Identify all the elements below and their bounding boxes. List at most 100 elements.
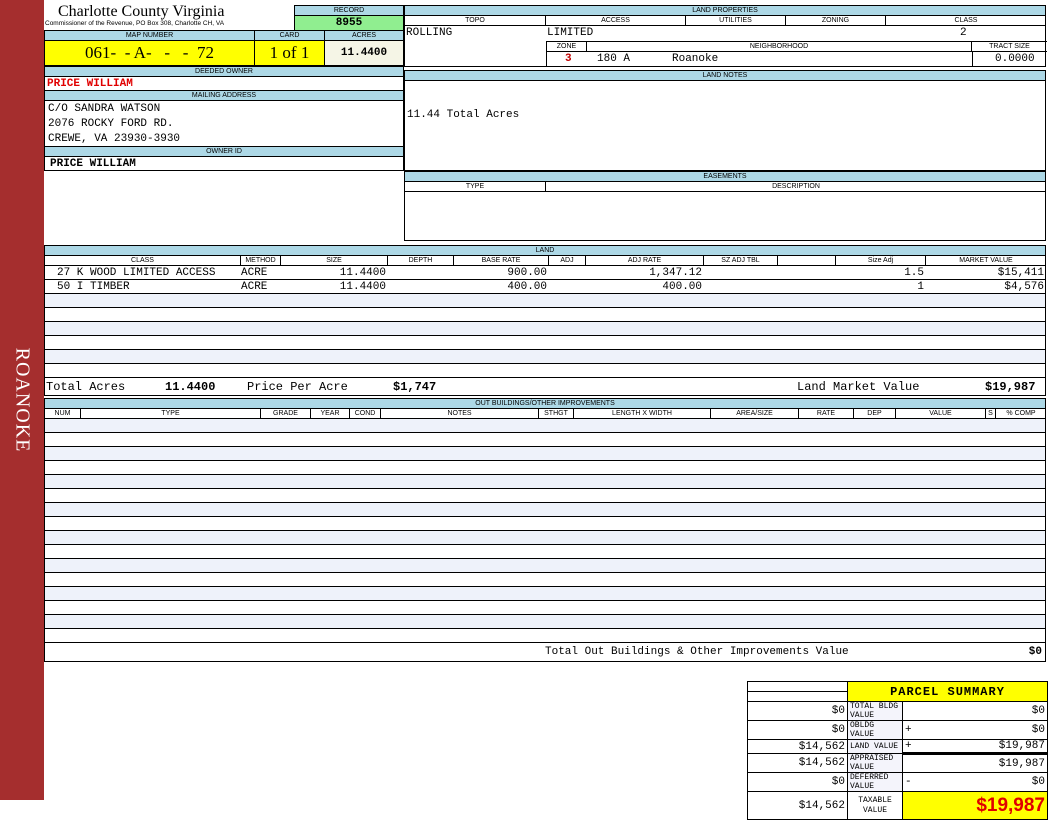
summary-label: TOTAL BLDG VALUE [847, 701, 903, 721]
land-cell: $15,411 [997, 267, 1044, 279]
outbuilding-column-header: GRADE [261, 409, 311, 419]
access-value: LIMITED [547, 27, 594, 39]
land-row: 50 I TIMBER ACRE 11.4400 400.00 400.00 1 $4,57… [45, 280, 1045, 294]
land-cell: 11.4400 [339, 281, 386, 293]
land-cell: 1.5 [904, 267, 924, 279]
taxable-value: $19,987 [902, 791, 1048, 820]
land-notes: 11.44 Total Acres [404, 80, 1046, 171]
summary-row: $14,562 APPRAISED VALUE $19,987 [747, 752, 1048, 773]
outbuilding-column-header: NUM [45, 409, 81, 419]
summary-value: + $19,987 [902, 739, 1048, 754]
easements-table: TYPE DESCRIPTION [404, 181, 1046, 241]
page-subtitle: Commissioner of the Revenue, PO Box 308,… [45, 20, 225, 27]
outbuilding-column-header: AREA/SIZE [711, 409, 799, 419]
outbuilding-column-header: TYPE [81, 409, 261, 419]
outbuilding-column-header: STHGT [539, 409, 574, 419]
outbuildings-total-value: $0 [1028, 646, 1042, 658]
land-row: 27 K WOOD LIMITED ACCESS ACRE 11.4400 900.0… [45, 266, 1045, 280]
easement-type-header: TYPE [405, 182, 546, 192]
land-column-header: CLASS [45, 256, 241, 266]
summary-amount: $0 [1031, 705, 1045, 717]
outbuilding-column-header: NOTES [381, 409, 539, 419]
land-cell: 400.00 [507, 281, 547, 293]
land-cell: $4,576 [1004, 281, 1044, 293]
land-row [45, 336, 1045, 350]
summary-left-value: $14,562 [747, 753, 848, 773]
outbuilding-row [45, 615, 1045, 629]
land-notes-text: 11.44 Total Acres [407, 109, 520, 121]
page-title: Charlotte County Virginia [58, 3, 225, 20]
summary-amount: $19,987 [998, 757, 1045, 770]
summary-value: $0 [902, 701, 1048, 721]
zone-value: 3 [565, 53, 572, 65]
zone-label: ZONE [547, 42, 587, 52]
mailing-address: C/O SANDRA WATSON 2076 ROCKY FORD RD. CR… [44, 100, 404, 147]
access-label: ACCESS [546, 16, 686, 26]
outbuilding-row [45, 629, 1045, 643]
summary-row: $0 TOTAL BLDG VALUE $0 [747, 701, 1048, 721]
neighborhood-code: 180 A [597, 53, 631, 65]
neighborhood-name: Roanoke [672, 53, 719, 65]
outbuildings-table: NUM TYPE GRADE YEAR COND NOTES STHGT LENGTH X W… [44, 408, 1046, 662]
class-value: 2 [960, 27, 967, 39]
summary-operator: - [905, 776, 912, 788]
land-total-total-acres: 11.4400 [165, 380, 216, 394]
land-row [45, 294, 1045, 308]
land-row [45, 364, 1045, 378]
summary-value: $19,987 [902, 752, 1048, 773]
summary-left-value: $14,562 [747, 739, 848, 754]
zoning-label: ZONING [786, 16, 886, 26]
utilities-label: UTILITIES [686, 16, 786, 26]
summary-operator: + [905, 740, 912, 752]
land-cell: 1 [917, 281, 924, 293]
land-total-ppa: $1,747 [393, 380, 437, 394]
outbuilding-row [45, 447, 1045, 461]
deeded-owner-value: PRICE WILLIAM [44, 76, 404, 91]
parcel-summary-title: PARCEL SUMMARY [847, 681, 1048, 702]
summary-row: $14,562 LAND VALUE + $19,987 [747, 739, 1048, 754]
land-totals: Total Acres 11.4400 Price Per Acre $1,747 La… [45, 378, 1045, 396]
summary-row: $0 OBLDG VALUE + $0 [747, 720, 1048, 740]
land-column-header: ADJ [549, 256, 586, 266]
land-cell: 27 K WOOD LIMITED ACCESS [57, 267, 216, 279]
outbuilding-row [45, 503, 1045, 517]
topo-value: ROLLING [406, 27, 453, 39]
easement-description-header: DESCRIPTION [546, 182, 1046, 192]
owner-id-value: PRICE WILLIAM [44, 156, 404, 171]
summary-label: DEFERRED VALUE [847, 772, 903, 792]
land-cell: 900.00 [507, 267, 547, 279]
land-column-header: SZ ADJ TBL [704, 256, 778, 266]
summary-amount: $0 [1031, 776, 1045, 788]
land-total-lmv-label: Land Market Value [797, 380, 920, 394]
tract-size-value: 0.0000 [995, 53, 1035, 65]
summary-label: LAND VALUE [847, 739, 903, 754]
outbuilding-row [45, 419, 1045, 433]
acres-value: 11.4400 [324, 40, 404, 66]
card-value: 1 of 1 [254, 40, 325, 66]
outbuilding-column-header: % COMP [996, 409, 1046, 419]
land-row [45, 308, 1045, 322]
outbuilding-column-header: LENGTH X WIDTH [574, 409, 711, 419]
taxable-left-value: $14,562 [747, 791, 848, 820]
land-column-header: DEPTH [388, 256, 454, 266]
summary-label: APPRAISED VALUE [847, 753, 903, 773]
record-value: 8955 [294, 15, 404, 31]
land-row [45, 322, 1045, 336]
land-column-header: ADJ RATE [586, 256, 704, 266]
topo-label: TOPO [405, 16, 546, 26]
outbuilding-column-header: S [986, 409, 996, 419]
parcel-summary: PARCEL SUMMARY $0 TOTAL BLDG VALUE $0 $0 OBL… [747, 681, 1048, 820]
address-line: C/O SANDRA WATSON [48, 103, 161, 115]
outbuilding-row [45, 475, 1045, 489]
outbuilding-column-header: VALUE [896, 409, 986, 419]
county-sidebar: ROANOKE [0, 0, 44, 800]
summary-label: OBLDG VALUE [847, 720, 903, 740]
land-column-header: MARKET VALUE [926, 256, 1046, 266]
land-cell: ACRE [241, 267, 268, 279]
outbuilding-row [45, 601, 1045, 615]
summary-value: - $0 [902, 772, 1048, 792]
land-properties: TOPO ACCESS UTILITIES ZONING CLASS ROLLI… [404, 15, 1047, 67]
land-cell: 400.00 [662, 281, 702, 293]
land-cell: ACRE [241, 281, 268, 293]
outbuilding-row [45, 531, 1045, 545]
